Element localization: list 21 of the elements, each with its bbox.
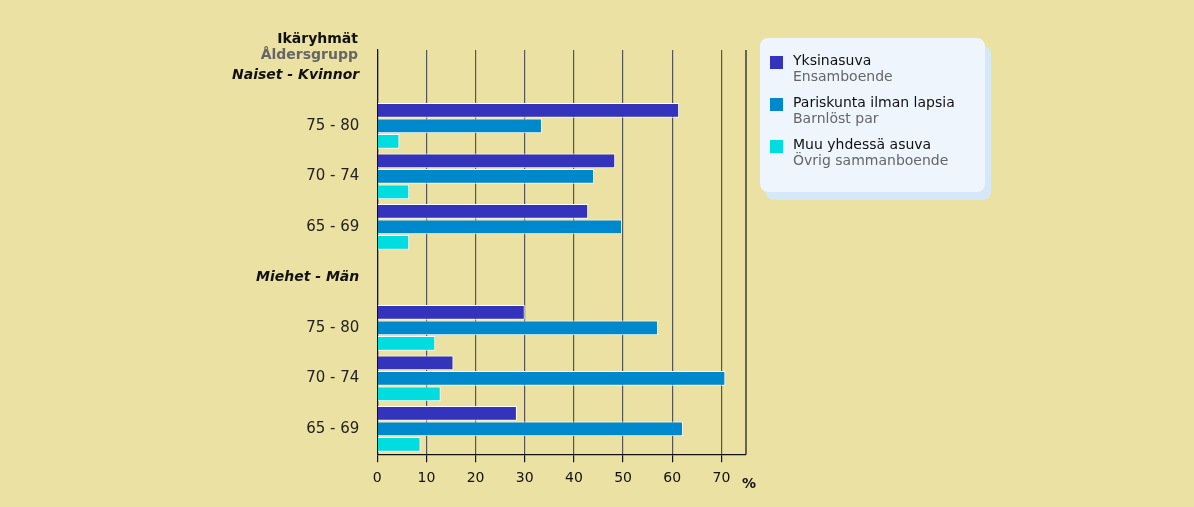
y-tick-label: 75 - 80 — [306, 115, 360, 134]
x-axis-title: % — [742, 474, 757, 491]
y-tick-label: 70 - 74 — [306, 368, 360, 387]
y-tick-label: 65 - 69 — [306, 216, 360, 235]
legend-label: Yksinasuva Ensamboende — [793, 52, 893, 84]
y-axis-title: Ikäryhmät Åldersgrupp — [260, 30, 358, 62]
y-tick-label: 75 - 80 — [306, 317, 360, 336]
x-tick-label: 10 — [417, 469, 436, 486]
x-tick-label: 0 — [372, 469, 382, 486]
y-tick-label: Miehet - Män — [255, 268, 360, 284]
x-tick-label: 50 — [614, 469, 632, 486]
legend-label: Pariskunta ilman lapsia Barnlöst par — [793, 94, 955, 126]
x-tick-label: 30 — [515, 469, 534, 486]
x-tick-label: 40 — [565, 469, 583, 486]
y-tick-label: 65 - 69 — [306, 418, 360, 437]
x-tick-label: 70 — [712, 469, 731, 486]
legend-label: Muu yhdessä asuva Övrig sammanboende — [793, 136, 949, 168]
y-tick-label: Naiset - Kvinnor — [231, 65, 361, 82]
x-tick-label: 20 — [466, 469, 485, 486]
y-tick-label: 70 - 74 — [306, 166, 360, 185]
x-tick-label: 60 — [663, 469, 682, 486]
